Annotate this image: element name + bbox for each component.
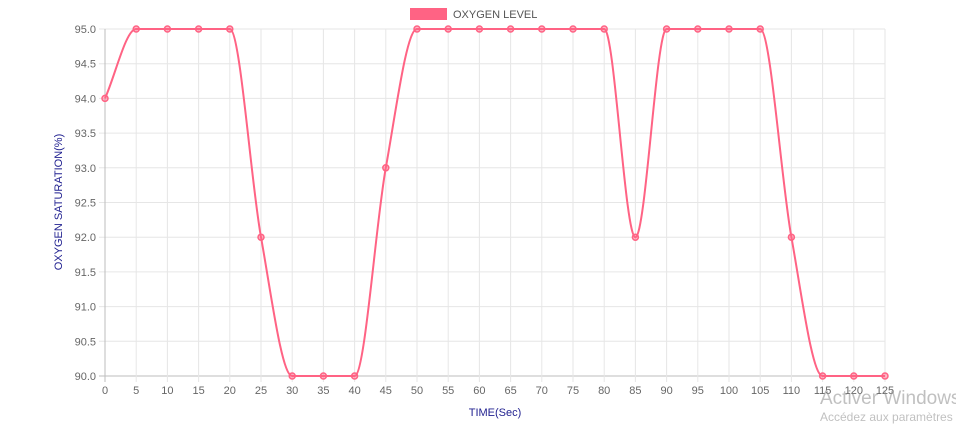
x-tick-label: 35	[317, 385, 329, 397]
data-point[interactable]	[257, 233, 265, 241]
data-point[interactable]	[662, 25, 671, 33]
x-tick-label: 20	[224, 385, 236, 397]
data-point[interactable]	[475, 25, 484, 33]
data-point[interactable]	[319, 372, 328, 380]
x-tick-label: 80	[598, 385, 610, 397]
x-tick-label: 30	[286, 385, 298, 397]
data-point[interactable]	[694, 25, 702, 33]
data-point[interactable]	[101, 94, 109, 103]
series-line	[104, 27, 885, 377]
y-tick-label: 93.5	[75, 128, 96, 140]
data-point[interactable]	[444, 25, 452, 33]
y-tick-label: 90.0	[75, 371, 96, 383]
grid-lines	[99, 28, 886, 382]
x-tick-label: 95	[692, 385, 704, 397]
x-tick-label: 75	[567, 385, 579, 397]
data-point[interactable]	[163, 25, 172, 33]
y-tick-label: 91.0	[75, 302, 96, 314]
legend-swatch	[410, 8, 447, 20]
x-tick-label: 110	[783, 385, 801, 397]
watermark-line-1: Activer Windows	[820, 388, 956, 409]
x-tick-label: 25	[255, 385, 267, 397]
data-point[interactable]	[538, 25, 546, 33]
x-tick-label: 125	[876, 385, 894, 397]
x-tick-label: 120	[845, 385, 863, 397]
x-tick-label: 90	[660, 385, 672, 397]
y-tick-label: 92.5	[75, 198, 96, 210]
watermark-line-2: Accédez aux paramètres	[820, 410, 953, 424]
data-point[interactable]	[288, 372, 296, 380]
x-tick-label: 70	[536, 385, 548, 397]
data-point[interactable]	[382, 164, 390, 172]
data-point[interactable]	[850, 372, 858, 380]
legend-label: OXYGEN LEVEL	[453, 9, 537, 21]
x-tick-label: 10	[161, 385, 173, 397]
y-tick-label: 91.5	[75, 267, 96, 279]
y-axis-title: OXYGEN SATURATION(%)	[53, 134, 65, 271]
data-point[interactable]	[756, 25, 764, 33]
data-point[interactable]	[413, 25, 421, 33]
x-axis-title: TIME(Sec)	[469, 407, 522, 419]
x-tick-label: 55	[442, 385, 454, 397]
x-tick-label: 15	[192, 385, 204, 397]
data-point[interactable]	[350, 372, 359, 380]
x-tick-label: 65	[504, 385, 516, 397]
legend[interactable]: OXYGEN LEVEL	[410, 8, 537, 21]
data-point[interactable]	[818, 372, 827, 380]
data-point[interactable]	[226, 25, 234, 33]
series-oxygen-level	[101, 25, 889, 380]
y-tick-label: 92.0	[75, 232, 96, 244]
windows-activation-watermark: Activer Windows Accédez aux paramètres	[820, 388, 956, 424]
y-tick-label: 93.0	[75, 163, 96, 175]
x-tick-label: 45	[380, 385, 392, 397]
y-tick-label: 90.5	[75, 336, 96, 348]
data-point[interactable]	[132, 25, 140, 33]
x-tick-label: 100	[720, 385, 738, 397]
x-tick-label: 85	[629, 385, 641, 397]
x-tick-label: 50	[411, 385, 423, 397]
y-axis-ticks: 95.0 94.5 94.0 93.5 93.0 92.5 92.0 91.5 91.0 90.5…	[75, 24, 96, 383]
y-tick-label: 94.0	[75, 93, 96, 105]
y-tick-label: 95.0	[75, 24, 96, 36]
data-point[interactable]	[787, 233, 796, 241]
x-tick-label: 0	[102, 385, 108, 397]
data-point[interactable]	[631, 233, 640, 241]
x-tick-label: 40	[348, 385, 360, 397]
x-tick-label: 105	[751, 385, 769, 397]
data-point[interactable]	[600, 25, 608, 33]
data-point[interactable]	[506, 25, 515, 33]
data-point[interactable]	[194, 25, 203, 33]
data-point[interactable]	[881, 372, 889, 380]
data-point[interactable]	[569, 25, 577, 33]
x-tick-label: 5	[133, 385, 139, 397]
x-tick-label: 60	[473, 385, 485, 397]
x-axis-ticks: 0 5 10 15 20 25 30 35 40 45 50 55 60 65 70 75 80 85 90 95 10…	[102, 385, 894, 397]
y-tick-label: 94.5	[75, 59, 96, 71]
x-tick-label: 115	[814, 385, 832, 397]
data-point[interactable]	[725, 25, 733, 33]
